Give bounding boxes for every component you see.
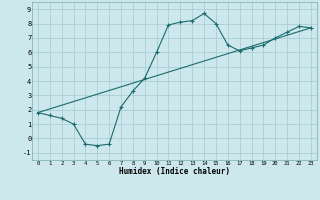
X-axis label: Humidex (Indice chaleur): Humidex (Indice chaleur) [119, 167, 230, 176]
